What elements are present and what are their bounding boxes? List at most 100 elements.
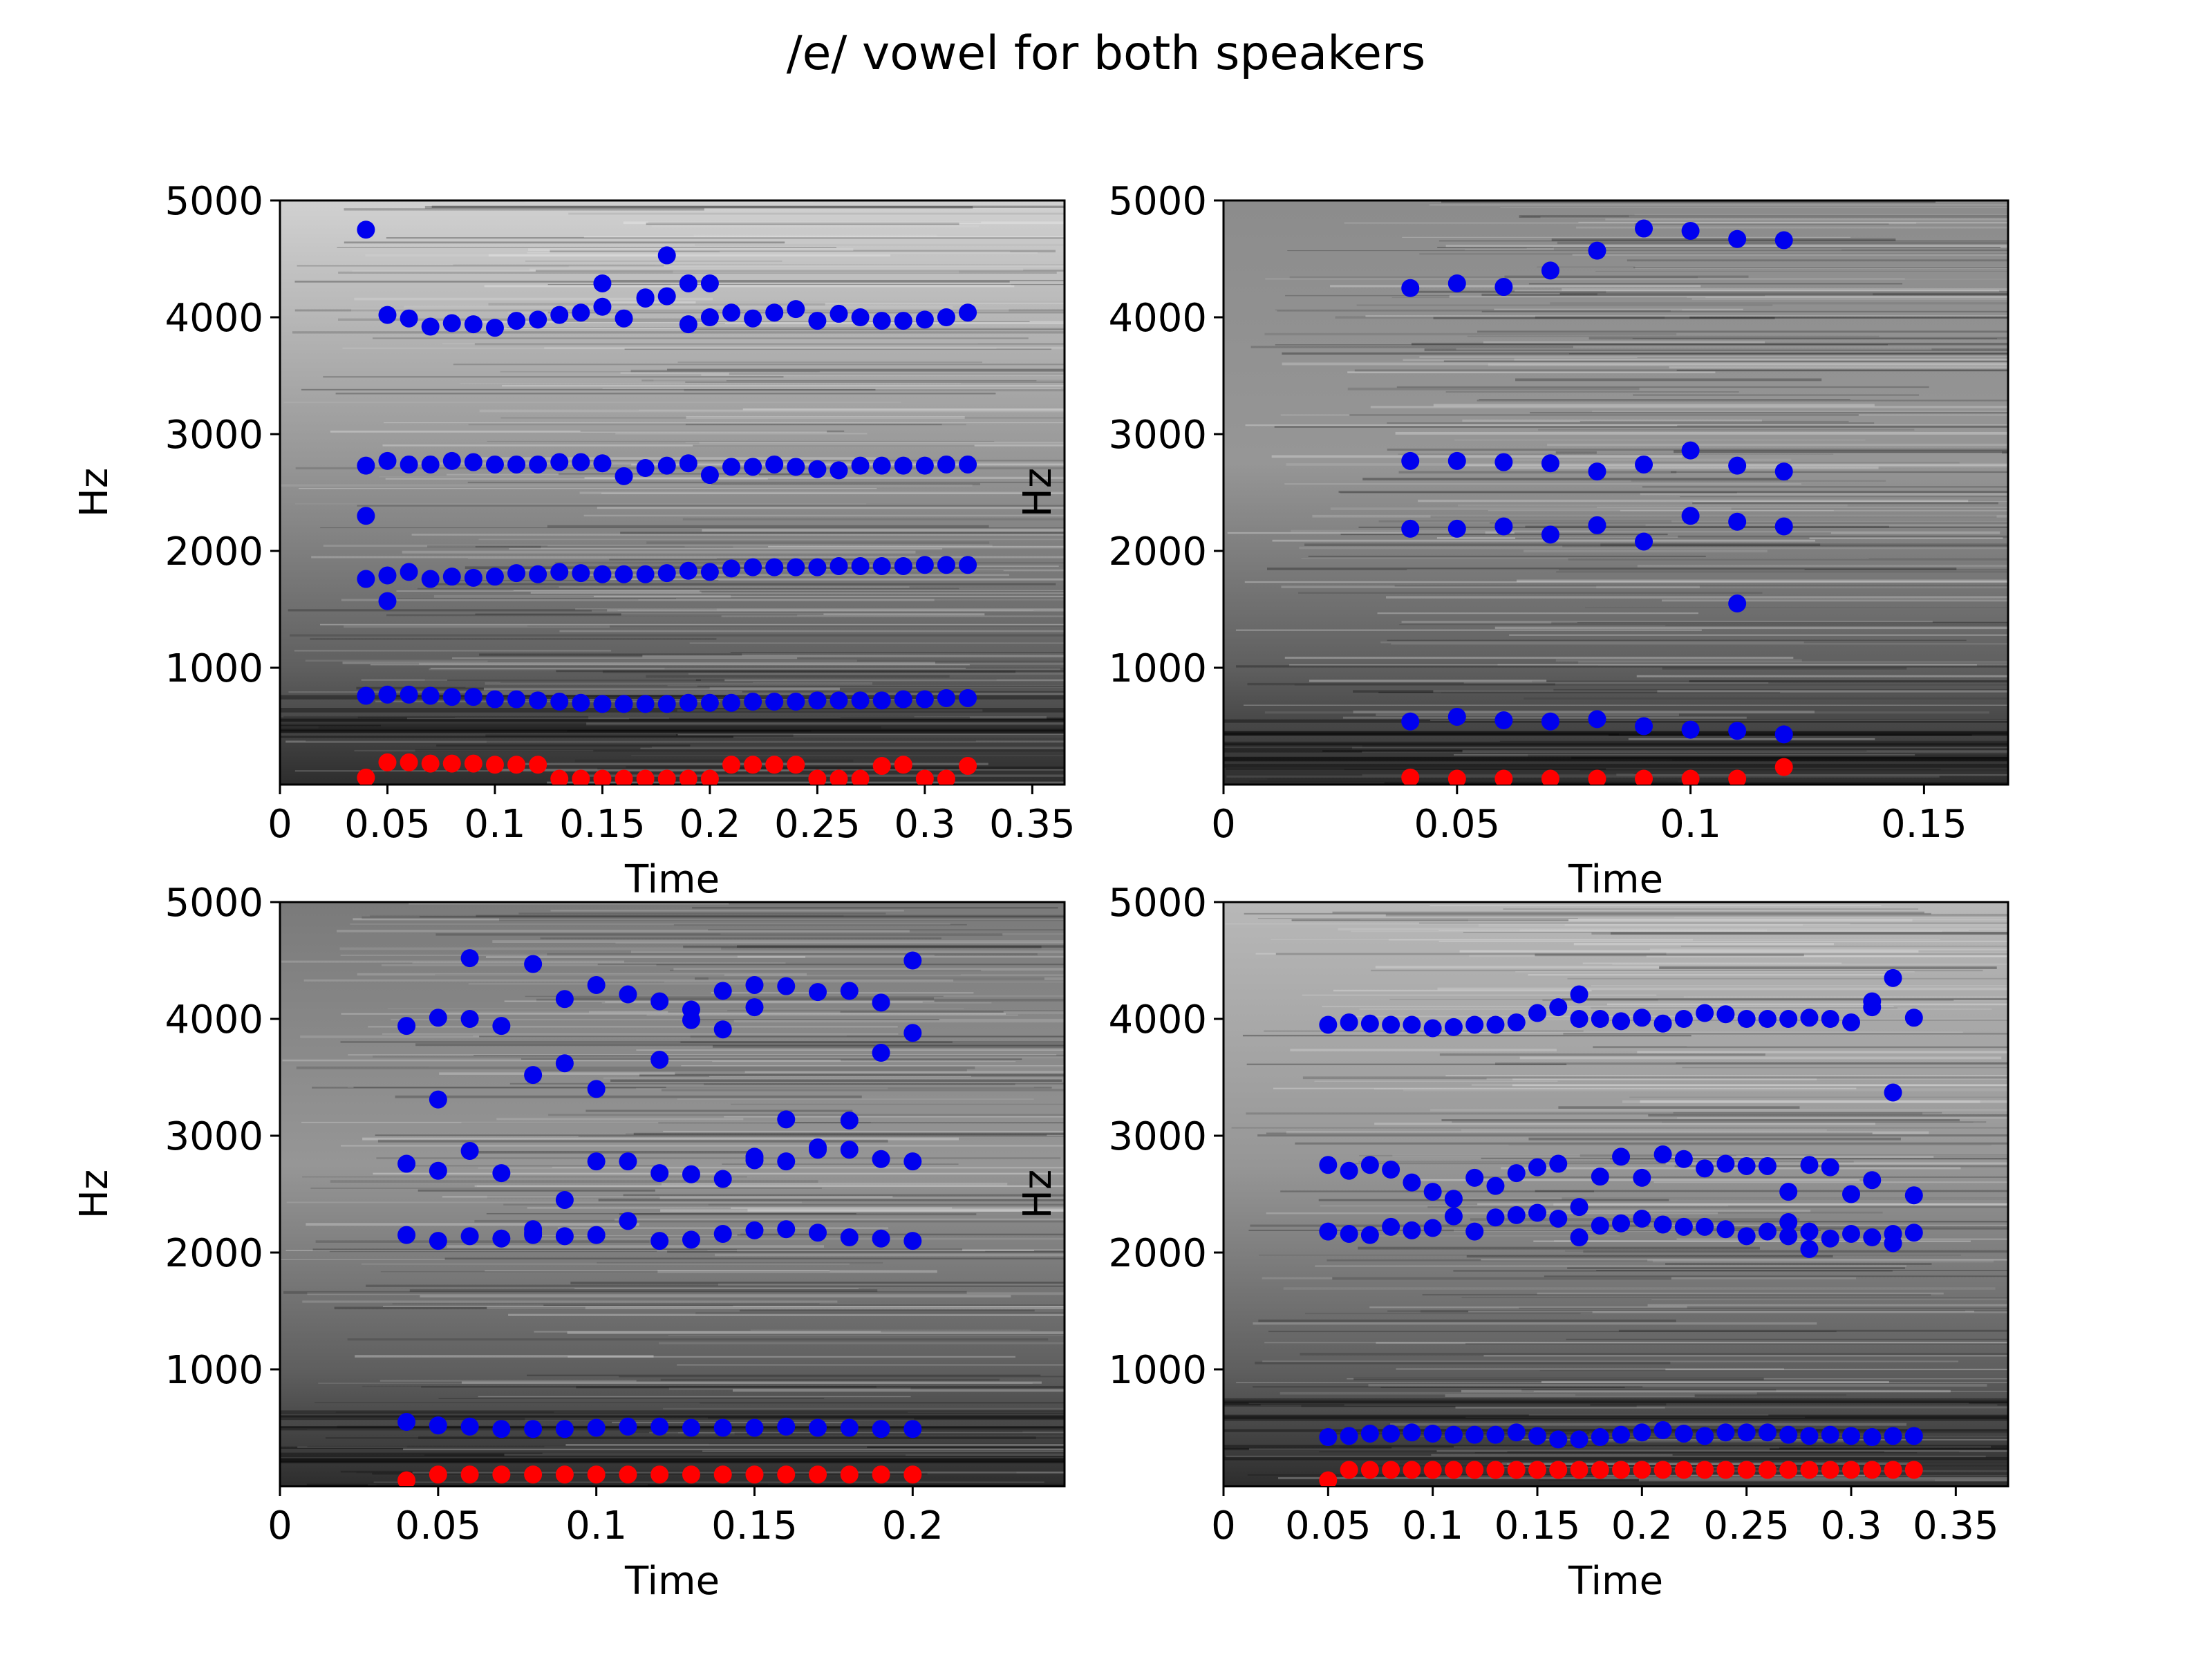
formant-point bbox=[400, 563, 418, 581]
x-axis-label: Time bbox=[1568, 1559, 1663, 1604]
formant-point bbox=[400, 309, 418, 328]
pitch-point bbox=[1904, 1461, 1923, 1479]
data-points bbox=[1319, 968, 1923, 1486]
pitch-point bbox=[1842, 1461, 1860, 1479]
formant-point bbox=[682, 1011, 700, 1029]
x-tick-label: 0.35 bbox=[989, 802, 1076, 847]
x-tick-label: 0.3 bbox=[1820, 1503, 1882, 1548]
pitch-point bbox=[1612, 1461, 1631, 1479]
formant-point bbox=[851, 456, 870, 475]
formant-point bbox=[357, 456, 375, 475]
pitch-point bbox=[744, 756, 762, 774]
pitch-point bbox=[1591, 1461, 1609, 1479]
pitch-point bbox=[636, 769, 655, 785]
formant-point bbox=[1696, 1217, 1714, 1236]
pitch-point bbox=[787, 756, 805, 774]
formant-point bbox=[851, 691, 870, 710]
x-tick-label: 0.2 bbox=[882, 1503, 944, 1548]
formant-point bbox=[1465, 1425, 1484, 1444]
formant-point bbox=[421, 317, 440, 336]
y-tick-label: 1000 bbox=[165, 646, 263, 691]
formant-point bbox=[1486, 1177, 1505, 1195]
data-points bbox=[397, 949, 922, 1486]
formant-point bbox=[1494, 453, 1513, 471]
pitch-point bbox=[1696, 1461, 1714, 1479]
formant-point bbox=[700, 308, 719, 326]
formant-point bbox=[903, 1152, 922, 1171]
formant-point bbox=[1737, 1010, 1756, 1028]
formant-point bbox=[1904, 1224, 1923, 1242]
y-tick-label: 2000 bbox=[165, 529, 263, 574]
formant-point bbox=[1653, 1014, 1672, 1033]
formant-point bbox=[397, 1154, 416, 1173]
formant-point bbox=[1447, 519, 1466, 538]
formant-point bbox=[1528, 1203, 1546, 1222]
formant-point bbox=[700, 693, 719, 712]
formant-point bbox=[1800, 1009, 1819, 1027]
pitch-point bbox=[1541, 769, 1559, 785]
pitch-point bbox=[429, 1465, 447, 1484]
panel-top-left: 0 0.05 0.1 0.15 0.2 0.25 0.3 0.35 1000 2000 3000 40… bbox=[72, 179, 1076, 902]
pitch-point bbox=[777, 1465, 796, 1484]
formant-point bbox=[1728, 229, 1747, 248]
formant-point bbox=[1382, 1217, 1400, 1236]
formant-point bbox=[429, 1232, 447, 1250]
formant-point bbox=[1800, 1156, 1819, 1174]
formant-point bbox=[872, 1420, 890, 1438]
formant-point bbox=[507, 690, 526, 709]
formant-point bbox=[464, 315, 482, 334]
x-tick-label: 0.05 bbox=[395, 1503, 481, 1548]
pitch-point bbox=[397, 1471, 416, 1486]
formant-point bbox=[1800, 1239, 1819, 1258]
pitch-point bbox=[1674, 1461, 1693, 1479]
formant-point bbox=[872, 312, 891, 330]
formant-point bbox=[1382, 1424, 1400, 1443]
formant-point bbox=[682, 1165, 700, 1183]
y-tick-label: 2000 bbox=[1108, 529, 1207, 574]
pitch-point bbox=[1863, 1461, 1882, 1479]
formant-point bbox=[593, 565, 612, 583]
y-axis-label: Hz bbox=[72, 1170, 117, 1219]
formant-point bbox=[1591, 1168, 1609, 1186]
pitch-point bbox=[1635, 769, 1653, 785]
formant-point bbox=[1758, 1010, 1777, 1028]
formant-point bbox=[555, 1190, 574, 1209]
formant-point bbox=[550, 453, 569, 471]
formant-point bbox=[1842, 1185, 1860, 1203]
formant-point bbox=[959, 556, 977, 574]
pitch-point bbox=[550, 769, 569, 785]
formant-point bbox=[1403, 1221, 1421, 1239]
y-tick-label: 5000 bbox=[1108, 179, 1207, 224]
formant-point bbox=[421, 686, 440, 705]
formant-point bbox=[619, 985, 637, 1004]
formant-point bbox=[529, 565, 547, 583]
formant-point bbox=[1842, 1427, 1860, 1445]
pitch-point bbox=[464, 754, 482, 773]
pitch-point bbox=[587, 1465, 606, 1484]
formant-point bbox=[1821, 1229, 1839, 1248]
formant-point bbox=[1904, 1186, 1923, 1205]
formant-point bbox=[744, 309, 762, 328]
formant-point bbox=[809, 1138, 827, 1156]
pitch-point bbox=[572, 769, 590, 785]
formant-point bbox=[1612, 1425, 1631, 1444]
formant-point bbox=[1653, 1421, 1672, 1439]
formant-point bbox=[745, 998, 764, 1017]
pitch-point bbox=[872, 1465, 890, 1484]
formant-point bbox=[713, 1224, 732, 1243]
formant-point bbox=[1423, 1019, 1442, 1038]
formant-point bbox=[1340, 1161, 1358, 1180]
y-tick-label: 4000 bbox=[165, 296, 263, 341]
formant-point bbox=[1653, 1145, 1672, 1164]
formant-point bbox=[872, 993, 890, 1012]
pitch-point bbox=[593, 769, 612, 785]
formant-point bbox=[421, 455, 440, 474]
formant-point bbox=[485, 319, 504, 337]
formant-point bbox=[872, 556, 891, 575]
formant-point bbox=[1588, 462, 1606, 481]
formant-point bbox=[682, 1230, 700, 1249]
formant-point bbox=[529, 310, 547, 329]
formant-point bbox=[713, 982, 732, 1000]
x-tick-label: 0.1 bbox=[464, 802, 525, 847]
formant-point bbox=[1863, 998, 1882, 1017]
